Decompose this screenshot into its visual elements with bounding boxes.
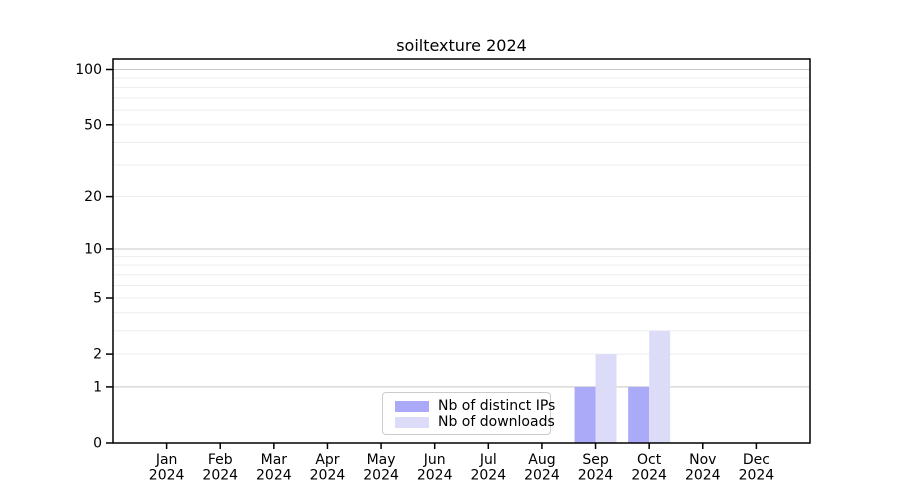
y-tick-label: 50 xyxy=(84,117,102,133)
x-tick-label-month: Jan xyxy=(155,452,178,468)
legend-label: Nb of distinct IPs xyxy=(438,398,556,414)
x-tick-label-month: Mar xyxy=(261,452,288,468)
x-tick-label-year: 2024 xyxy=(631,468,667,484)
legend-swatch xyxy=(395,416,429,428)
x-tick-label-year: 2024 xyxy=(685,468,721,484)
y-tick-label: 2 xyxy=(93,347,102,363)
x-tick-label-month: Oct xyxy=(637,452,662,468)
chart-title: soiltexture 2024 xyxy=(396,36,527,55)
x-tick-label-month: Jun xyxy=(423,452,446,468)
y-tick-label: 100 xyxy=(75,62,102,78)
y-tick-label: 10 xyxy=(84,241,102,257)
x-tick-label-year: 2024 xyxy=(256,468,292,484)
x-tick-label-year: 2024 xyxy=(149,468,185,484)
x-tick-label-month: Dec xyxy=(743,452,770,468)
bar-distinct-ips-sep xyxy=(574,386,596,443)
legend-item: Nb of distinct IPs xyxy=(395,398,555,414)
x-tick-label-month: Aug xyxy=(528,452,555,468)
chart-legend: Nb of distinct IPs Nb of downloads xyxy=(382,392,555,435)
y-tick-label: 5 xyxy=(93,290,102,306)
x-tick-label-month: Apr xyxy=(315,452,339,468)
x-tick-label-year: 2024 xyxy=(578,468,614,484)
x-tick-label-month: Jul xyxy=(479,452,497,468)
legend-item: Nb of downloads xyxy=(395,414,555,430)
y-tick-label: 1 xyxy=(93,379,102,395)
x-tick-label-month: May xyxy=(367,452,396,468)
x-tick-label-year: 2024 xyxy=(524,468,560,484)
bar-downloads-oct xyxy=(649,330,671,443)
x-tick-label-year: 2024 xyxy=(739,468,775,484)
x-tick-label-year: 2024 xyxy=(363,468,399,484)
x-tick-label-year: 2024 xyxy=(470,468,506,484)
x-tick-label-year: 2024 xyxy=(417,468,453,484)
x-tick-label-year: 2024 xyxy=(310,468,346,484)
y-tick-label: 0 xyxy=(93,435,102,451)
x-tick-label-year: 2024 xyxy=(202,468,238,484)
x-tick-label-month: Feb xyxy=(208,452,233,468)
bar-distinct-ips-oct xyxy=(628,386,650,443)
legend-swatch xyxy=(395,400,429,412)
x-tick-label-month: Sep xyxy=(582,452,609,468)
plot-border xyxy=(112,58,811,444)
legend-label: Nb of downloads xyxy=(438,414,555,430)
x-tick-label-month: Nov xyxy=(689,452,716,468)
y-tick-label: 20 xyxy=(84,189,102,205)
bar-downloads-sep xyxy=(595,354,617,443)
